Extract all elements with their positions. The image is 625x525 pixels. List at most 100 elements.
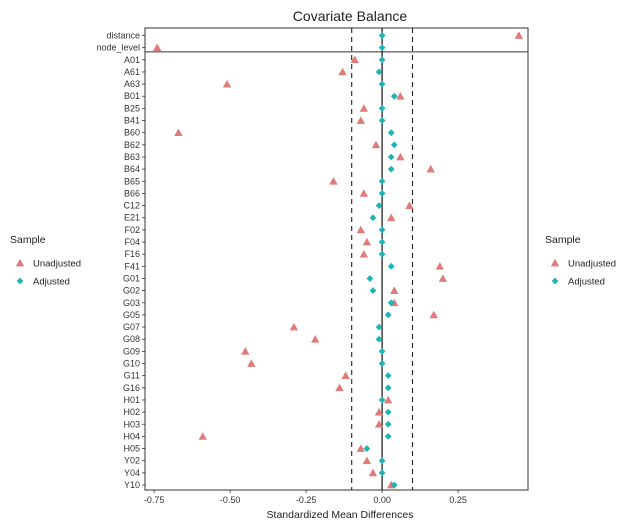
adjusted-point xyxy=(378,396,386,404)
unadjusted-point xyxy=(356,444,366,452)
legend-unadjusted-icon xyxy=(550,258,560,267)
unadjusted-point xyxy=(383,395,393,404)
adjusted-point xyxy=(378,360,386,367)
x-tick-label: -0.50 xyxy=(220,495,241,505)
y-axis-ticks: distance node_level A01 A61 A63 B01 B25 B41 B60 B… xyxy=(96,31,145,490)
legend-adjusted-icon xyxy=(551,277,559,285)
adjusted-point xyxy=(378,80,386,88)
adjusted-point xyxy=(378,32,386,39)
y-tick-label: B25 xyxy=(124,103,140,113)
y-tick-label: G03 xyxy=(123,298,140,308)
y-tick-label: G07 xyxy=(123,322,140,332)
x-axis-ticks: -0.75 -0.50 -0.25 0.00 0.25 xyxy=(144,490,467,505)
adjusted-point xyxy=(390,141,398,149)
y-tick-label: H03 xyxy=(123,419,140,429)
adjusted-point xyxy=(378,177,386,185)
legend-unadjusted-icon xyxy=(15,258,25,267)
adjusted-point xyxy=(384,420,392,428)
adjusted-point xyxy=(369,287,377,295)
adjusted-point xyxy=(378,56,386,64)
adjusted-point xyxy=(384,384,392,392)
y-tick-label: B63 xyxy=(124,152,140,162)
legend-label: Unadjusted xyxy=(568,259,616,270)
unadjusted-point xyxy=(247,359,256,367)
x-tick-label: -0.25 xyxy=(296,495,317,505)
data-marks xyxy=(152,31,524,489)
unadjusted-point xyxy=(359,104,369,112)
adjusted-point xyxy=(369,214,377,222)
unadjusted-point xyxy=(356,116,366,124)
unadjusted-point xyxy=(329,177,338,185)
unadjusted-point xyxy=(396,92,405,100)
unadjusted-point xyxy=(426,164,435,173)
y-tick-label: G09 xyxy=(123,346,140,356)
unadjusted-point xyxy=(405,201,414,209)
unadjusted-point xyxy=(198,432,207,440)
unadjusted-point xyxy=(152,43,162,52)
adjusted-point xyxy=(378,347,386,355)
unadjusted-point xyxy=(335,383,344,392)
adjusted-point xyxy=(375,323,383,331)
adjusted-point xyxy=(375,335,383,343)
y-tick-label: G05 xyxy=(123,310,140,320)
y-tick-label: G11 xyxy=(124,371,140,381)
unadjusted-point xyxy=(374,407,384,416)
adjusted-point xyxy=(378,226,386,234)
adjusted-point xyxy=(375,202,383,209)
adjusted-point xyxy=(384,408,392,416)
y-tick-label: F04 xyxy=(124,237,140,247)
y-tick-label: G16 xyxy=(123,383,140,393)
y-tick-label: H05 xyxy=(123,444,140,454)
unadjusted-point xyxy=(174,128,183,137)
y-tick-label: B01 xyxy=(124,91,140,101)
legend-label: Unadjusted xyxy=(33,259,81,270)
y-tick-label: E21 xyxy=(124,213,140,223)
legend-label: Adjusted xyxy=(33,277,70,288)
unadjusted-point xyxy=(362,237,372,246)
unadjusted-point xyxy=(435,262,445,270)
y-tick-label: A01 xyxy=(124,55,140,65)
y-tick-label: H04 xyxy=(123,431,140,441)
y-tick-label: G02 xyxy=(123,286,140,296)
adjusted-point xyxy=(378,190,386,197)
legend-left: Sample Unadjusted Adjusted xyxy=(10,234,81,288)
unadjusted-point xyxy=(359,189,369,197)
y-tick-label: G01 xyxy=(123,273,140,283)
legend-title: Sample xyxy=(10,234,46,246)
adjusted-point xyxy=(378,238,386,246)
y-tick-label: G10 xyxy=(123,359,140,369)
unadjusted-point xyxy=(390,286,399,294)
unadjusted-point xyxy=(222,79,232,88)
y-tick-label: A61 xyxy=(124,67,140,77)
unadjusted-point xyxy=(438,274,448,282)
adjusted-point xyxy=(384,311,392,319)
y-tick-label: H02 xyxy=(123,407,140,417)
y-tick-label: F16 xyxy=(124,249,140,259)
y-tick-label: C12 xyxy=(123,201,140,211)
unadjusted-point xyxy=(289,322,299,331)
y-tick-label: node_level xyxy=(96,43,140,53)
plot-panel xyxy=(144,27,529,491)
chart-title: Covariate Balance xyxy=(293,8,408,24)
legend-adjusted-icon xyxy=(16,277,24,285)
adjusted-point xyxy=(387,262,395,270)
y-tick-label: F02 xyxy=(124,225,140,235)
y-tick-label: B62 xyxy=(124,140,140,150)
unadjusted-point xyxy=(429,310,438,319)
y-tick-label: A63 xyxy=(124,79,140,89)
unadjusted-point xyxy=(368,468,378,477)
unadjusted-point xyxy=(350,55,359,64)
unadjusted-point xyxy=(362,456,372,465)
y-tick-label: B64 xyxy=(124,164,140,174)
adjusted-point xyxy=(390,481,398,489)
unadjusted-point xyxy=(356,225,366,234)
y-tick-label: B60 xyxy=(124,128,140,138)
unadjusted-point xyxy=(371,140,381,149)
adjusted-point xyxy=(378,469,386,477)
adjusted-point xyxy=(366,275,374,282)
adjusted-point xyxy=(375,68,383,76)
y-tick-label: B66 xyxy=(124,188,140,198)
adjusted-point xyxy=(384,433,392,440)
y-tick-label: B41 xyxy=(124,116,140,126)
